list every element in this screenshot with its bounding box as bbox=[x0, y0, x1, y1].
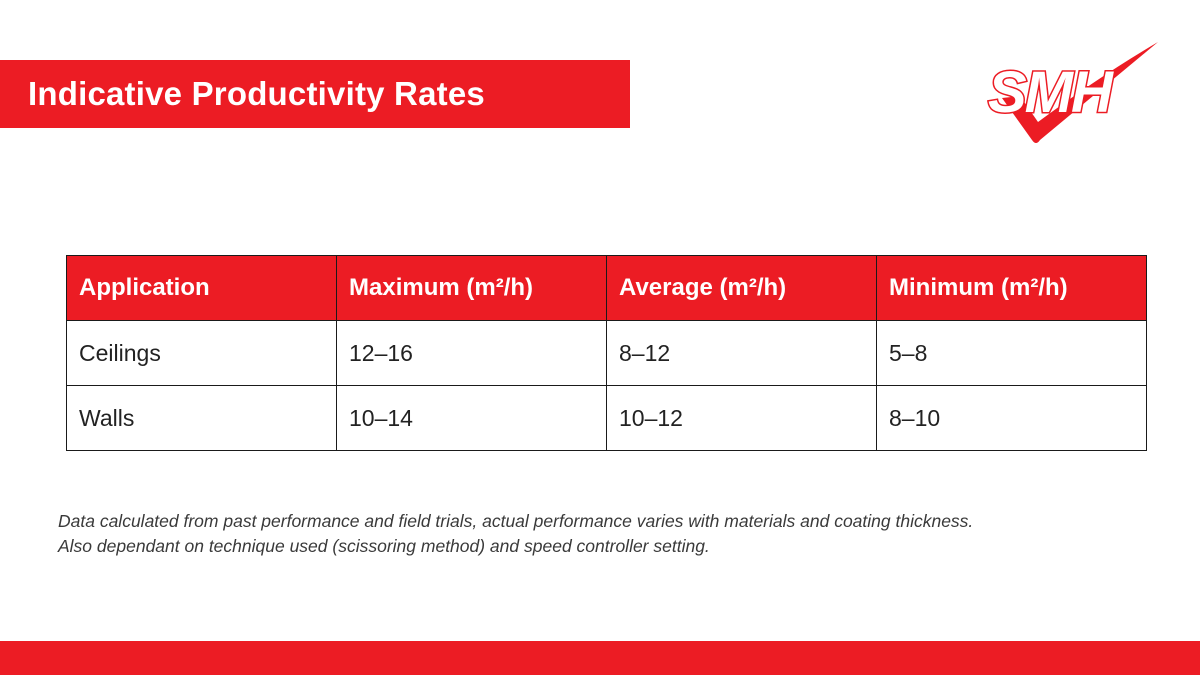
footnote: Data calculated from past performance an… bbox=[58, 509, 1158, 559]
cell-application: Ceilings bbox=[66, 320, 337, 386]
cell-maximum: 10–14 bbox=[336, 385, 607, 451]
page-title: Indicative Productivity Rates bbox=[28, 75, 485, 112]
header-average: Average (m²/h) bbox=[606, 255, 877, 321]
table-row: Walls 10–14 10–12 8–10 bbox=[66, 385, 1147, 451]
cell-application: Walls bbox=[66, 385, 337, 451]
bottom-bar bbox=[0, 641, 1200, 675]
table-row: Ceilings 12–16 8–12 5–8 bbox=[66, 320, 1147, 386]
cell-average: 8–12 bbox=[606, 320, 877, 386]
cell-minimum: 8–10 bbox=[876, 385, 1147, 451]
cell-maximum: 12–16 bbox=[336, 320, 607, 386]
smh-logo: SMH bbox=[980, 36, 1165, 151]
checkmark-icon bbox=[1002, 42, 1158, 143]
footnote-line-1: Data calculated from past performance an… bbox=[58, 511, 974, 531]
header-maximum: Maximum (m²/h) bbox=[336, 255, 607, 321]
cell-minimum: 5–8 bbox=[876, 320, 1147, 386]
cell-average: 10–12 bbox=[606, 385, 877, 451]
footnote-line-2: Also dependant on technique used (scisso… bbox=[58, 536, 710, 556]
title-banner: Indicative Productivity Rates bbox=[0, 60, 630, 128]
table-header-row: Application Maximum (m²/h) Average (m²/h… bbox=[66, 255, 1147, 321]
header-minimum: Minimum (m²/h) bbox=[876, 255, 1147, 321]
logo-graphic: SMH bbox=[987, 42, 1158, 143]
productivity-rates-table: Application Maximum (m²/h) Average (m²/h… bbox=[66, 255, 1147, 451]
header-application: Application bbox=[66, 255, 337, 321]
logo-text: SMH bbox=[988, 60, 1114, 125]
